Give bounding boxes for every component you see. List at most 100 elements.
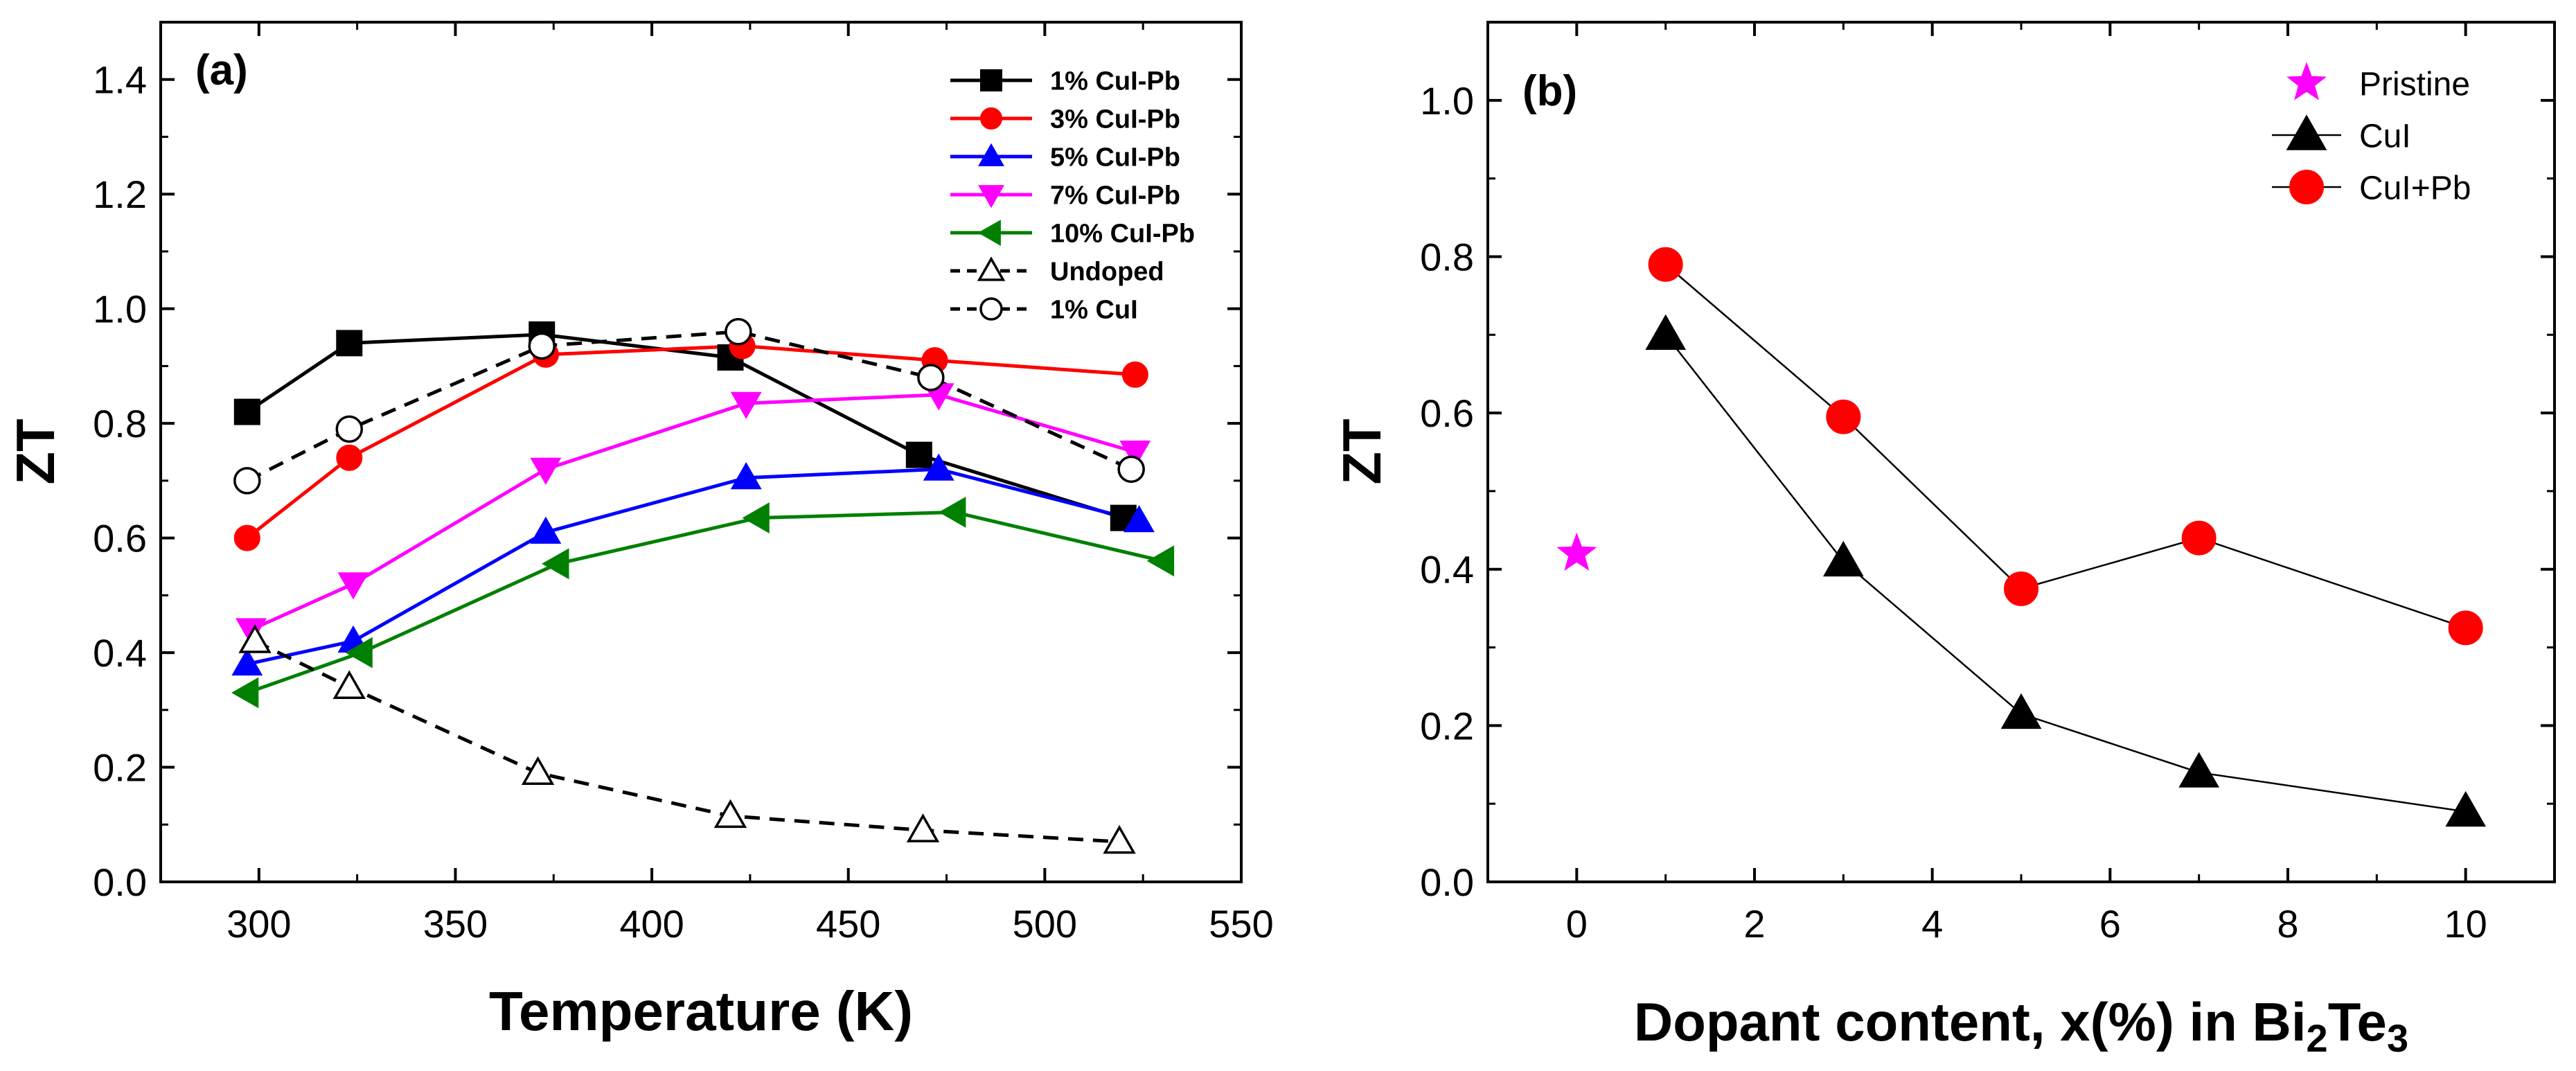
legend-marker-pristine — [2286, 62, 2327, 100]
x-tick-label: 2 — [1743, 902, 1765, 946]
legend-marker-5pct-cui-pb — [978, 143, 1005, 166]
series-line-1pct-cui — [246, 330, 1132, 483]
series-line-3pct-cui-pb — [246, 344, 1135, 540]
y-tick-label: 1.0 — [1420, 79, 1474, 123]
data-point-10pct-cui-pb — [1146, 545, 1175, 577]
legend-marker-cui — [2286, 114, 2327, 150]
data-point-cui — [2445, 790, 2487, 827]
x-tick-label: 8 — [2277, 902, 2298, 946]
legend-label-1pct-cui-pb: 1% CuI-Pb — [1050, 67, 1180, 96]
data-point-1pct-cui — [917, 364, 945, 391]
legend-marker-10pct-cui-pb — [977, 220, 1001, 247]
panel-b-xlabel-sub1: 2 — [2307, 1016, 2328, 1060]
data-point-undoped — [332, 670, 366, 699]
data-point-cui-plus-pb — [2181, 520, 2217, 556]
data-point-3pct-cui-pb — [233, 524, 260, 551]
data-point-1pct-cui — [725, 318, 752, 346]
x-tick-label: 350 — [423, 902, 488, 946]
data-point-5pct-cui-pb — [1123, 505, 1155, 533]
data-point-1pct-cui — [233, 467, 261, 495]
panel-b: 0.0 0.2 0.4 0.6 0.8 1.0 0 2 4 6 8 10 (b) ZT Dopant … — [1331, 21, 2556, 1060]
data-point-5pct-cui-pb — [923, 453, 954, 481]
legend-label-5pct-cui-pb: 5% CuI-Pb — [1050, 143, 1180, 172]
data-point-pristine — [1556, 532, 1597, 571]
data-point-7pct-cui-pb — [530, 457, 562, 486]
y-tick-label: 0.0 — [1420, 860, 1474, 904]
y-tick-label: 1.4 — [93, 58, 147, 102]
panel-b-xlabel-te: Te — [2328, 991, 2387, 1052]
legend-marker-1pct-cui-pb — [980, 69, 1002, 91]
data-point-5pct-cui-pb — [730, 461, 762, 490]
data-point-10pct-cui-pb — [742, 502, 770, 534]
legend-marker-cui-plus-pb — [2289, 170, 2324, 204]
y-tick-label: 1.2 — [93, 172, 147, 216]
y-tick-label: 1.0 — [93, 287, 147, 331]
panel-a-plot-frame — [159, 21, 1243, 883]
data-point-cui — [1822, 540, 1864, 577]
x-tick-label: 500 — [1013, 902, 1077, 946]
x-tick-label: 400 — [619, 902, 684, 946]
y-tick-label: 0.4 — [1420, 548, 1474, 592]
panel-a-ylabel: ZT — [5, 418, 66, 484]
legend-marker-undoped — [977, 256, 1006, 281]
data-point-10pct-cui-pb — [231, 677, 259, 709]
series-line-1pct-cui-pb — [246, 333, 1124, 520]
panel-b-xlabel-main: Dopant content, x(%) in Bi — [1634, 991, 2307, 1052]
data-point-7pct-cui-pb — [337, 572, 369, 600]
data-point-cui-plus-pb — [2004, 571, 2038, 606]
data-point-cui — [1645, 314, 1687, 350]
data-point-10pct-cui-pb — [345, 637, 373, 669]
legend-label-1pct-cui: 1% CuI — [1050, 296, 1138, 325]
data-point-1pct-cui-pb — [233, 398, 260, 425]
x-tick-label: 0 — [1566, 902, 1588, 946]
legend-label-3pct-cui-pb: 3% CuI-Pb — [1050, 105, 1180, 134]
y-tick-label: 0.2 — [1420, 704, 1474, 747]
y-tick-label: 0.0 — [93, 860, 147, 904]
panel-b-xlabel: Dopant content, x(%) in Bi2Te3 — [1634, 991, 2408, 1060]
data-point-1pct-cui-pb — [336, 330, 363, 357]
data-point-5pct-cui-pb — [231, 648, 263, 676]
data-point-10pct-cui-pb — [939, 496, 966, 528]
data-point-undoped — [906, 813, 940, 842]
panel-a: 0.0 0.2 0.4 0.6 0.8 1.0 1.2 1.4 300 350 400 450 500 5… — [5, 21, 1274, 1042]
data-point-cui-plus-pb — [1648, 247, 1683, 282]
x-tick-label: 6 — [2099, 902, 2121, 946]
y-tick-label: 0.8 — [1420, 235, 1474, 278]
x-tick-label: 300 — [226, 902, 291, 946]
legend-marker-7pct-cui-pb — [978, 185, 1005, 209]
x-tick-label: 450 — [816, 902, 880, 946]
legend-label-cui: CuI — [2359, 118, 2411, 154]
x-tick-label: 10 — [2444, 902, 2487, 946]
y-tick-label: 0.8 — [93, 402, 147, 445]
data-point-1pct-cui — [1117, 455, 1145, 484]
data-point-1pct-cui — [528, 332, 556, 360]
x-tick-label: 4 — [1921, 902, 1943, 946]
data-point-1pct-cui-pb — [905, 441, 932, 468]
legend-marker-1pct-cui — [979, 297, 1003, 321]
panel-a-xlabel: Temperature (K) — [489, 980, 913, 1042]
legend-label-cui-plus-pb: CuI+Pb — [2359, 170, 2471, 206]
y-tick-label: 0.4 — [93, 631, 147, 675]
panel-b-label: (b) — [1522, 67, 1577, 115]
data-point-undoped — [238, 624, 272, 653]
data-point-7pct-cui-pb — [1119, 441, 1151, 468]
data-point-undoped — [521, 756, 555, 786]
series-line-undoped — [254, 639, 1120, 844]
legend-label-undoped: Undoped — [1050, 258, 1164, 287]
series-line-7pct-cui-pb — [250, 393, 1136, 632]
data-point-cui — [2000, 693, 2042, 729]
data-point-cui — [2178, 752, 2220, 788]
data-point-undoped — [713, 799, 747, 829]
y-tick-label: 0.6 — [1420, 391, 1474, 435]
series-line-10pct-cui-pb — [246, 510, 1164, 695]
legend-label-10pct-cui-pb: 10% CuI-Pb — [1050, 220, 1195, 249]
legend-label-pristine: Pristine — [2359, 66, 2470, 103]
data-point-3pct-cui-pb — [1121, 361, 1148, 388]
data-point-cui-plus-pb — [1826, 399, 1861, 434]
y-tick-label: 0.2 — [93, 746, 147, 790]
panel-b-xlabel-sub2: 3 — [2387, 1016, 2408, 1060]
legend-label-7pct-cui-pb: 7% CuI-Pb — [1050, 182, 1180, 211]
data-point-undoped — [1103, 824, 1136, 854]
data-point-3pct-cui-pb — [336, 444, 363, 471]
